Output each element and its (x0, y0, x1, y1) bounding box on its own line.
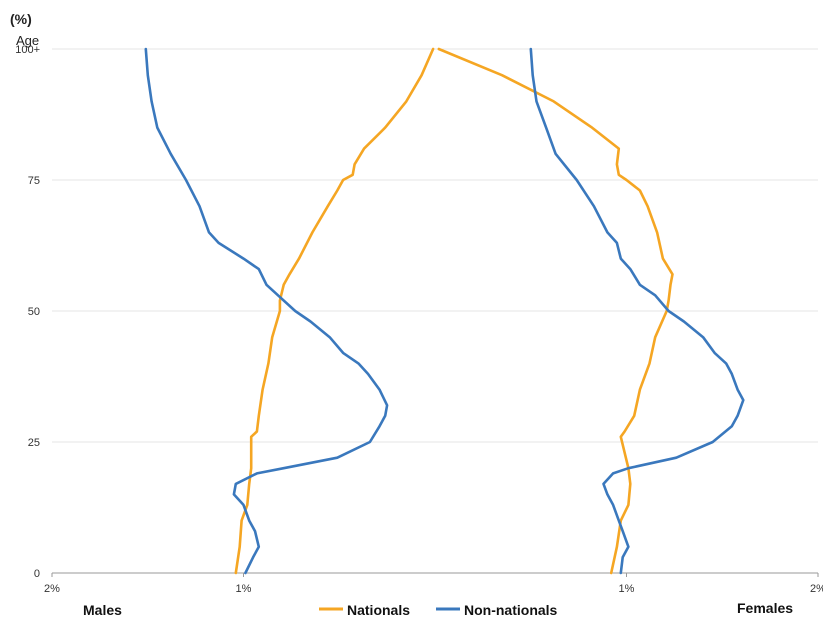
series-line-non-nationals-females (529, 47, 745, 575)
series-line-nationals-females (437, 47, 674, 575)
series-line-non-nationals-males (144, 47, 389, 575)
unit-label: (%) (10, 11, 32, 27)
x-tick-label: 1% (619, 583, 635, 595)
legend: Nationals Non-nationals (319, 602, 558, 618)
x-tick-labels: 2% 1% 1% 2% (44, 583, 823, 595)
x-tick-label: 2% (44, 583, 60, 595)
y-tick-label: 50 (28, 306, 40, 318)
x-tick-label: 2% (810, 583, 823, 595)
y-tick-label: 25 (28, 437, 40, 449)
females-label: Females (737, 600, 793, 616)
y-tick-label: 0 (34, 568, 40, 580)
gridlines (51, 48, 819, 577)
y-axis-title: Age (16, 33, 39, 48)
x-tick-label: 1% (236, 583, 252, 595)
y-tick-label: 75 (28, 175, 40, 187)
males-label: Males (83, 602, 122, 618)
legend-nationals-label: Nationals (347, 602, 410, 618)
y-tick-label: 100+ (15, 44, 40, 56)
legend-non-nationals-label: Non-nationals (464, 602, 558, 618)
series-lines (144, 47, 745, 575)
y-tick-labels: 0 25 50 75 100+ (15, 44, 40, 580)
